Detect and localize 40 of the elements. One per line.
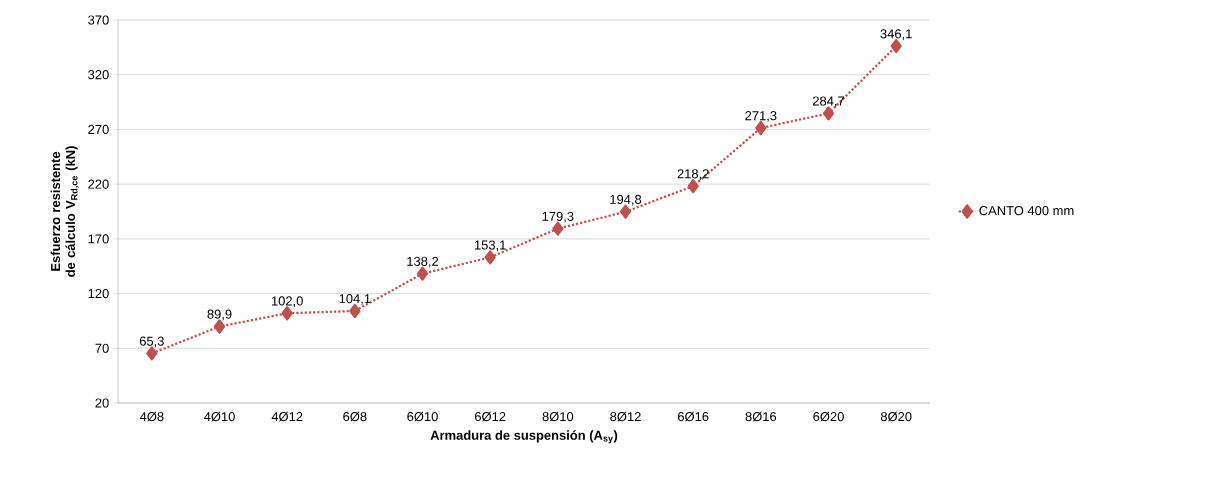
x-tick-label: 4Ø8 <box>139 411 164 422</box>
y-tick-label: 170 <box>88 234 109 244</box>
x-tick-label: 6Ø12 <box>474 411 506 422</box>
point <box>890 39 902 54</box>
y-tick-label: 70 <box>95 343 109 353</box>
x-tick-label: 8Ø10 <box>542 411 574 422</box>
data-label: 271,3 <box>745 111 777 122</box>
data-label: 194,8 <box>610 194 642 206</box>
x-tick-label: 4Ø10 <box>203 411 235 422</box>
data-label: 179,3 <box>542 211 574 223</box>
x-tick-label: 6Ø10 <box>407 411 438 422</box>
data-label: 153,1 <box>474 240 506 252</box>
point <box>687 179 699 194</box>
y-tick-label: 20 <box>95 398 109 408</box>
point <box>281 306 293 321</box>
y-tick-label: 120 <box>88 288 109 299</box>
data-label: 89,9 <box>207 309 232 321</box>
x-tick-label: 8Ø16 <box>745 411 777 422</box>
point <box>484 250 496 265</box>
data-label: 102,0 <box>271 296 303 308</box>
data-label: 138,2 <box>407 256 439 268</box>
x-tick-label: 6Ø20 <box>813 411 844 422</box>
x-tick-label: 6Ø16 <box>677 411 709 422</box>
data-label: 65,3 <box>139 336 164 348</box>
legend-label: CANTO 400 mm <box>979 206 1074 216</box>
x-tick-label: 6Ø8 <box>343 411 367 422</box>
y-tick-label: 220 <box>88 179 109 189</box>
y-tick-label: 270 <box>88 124 109 135</box>
data-label: 284,7 <box>812 96 845 108</box>
x-axis-title: Armadura de suspensión (A$_{sy}$) <box>430 430 618 444</box>
data-label: 346,1 <box>880 29 912 40</box>
data-label: 218,2 <box>677 169 709 180</box>
x-tick-label: 4Ø12 <box>271 411 303 422</box>
point <box>146 346 158 361</box>
y-tick-label: 370 <box>88 15 109 25</box>
x-tick-label: 8Ø12 <box>610 411 641 422</box>
point <box>213 319 226 334</box>
data-label: 104,1 <box>339 294 371 305</box>
y-tick-label: 320 <box>88 70 109 80</box>
x-tick-label: 8Ø20 <box>880 411 912 422</box>
